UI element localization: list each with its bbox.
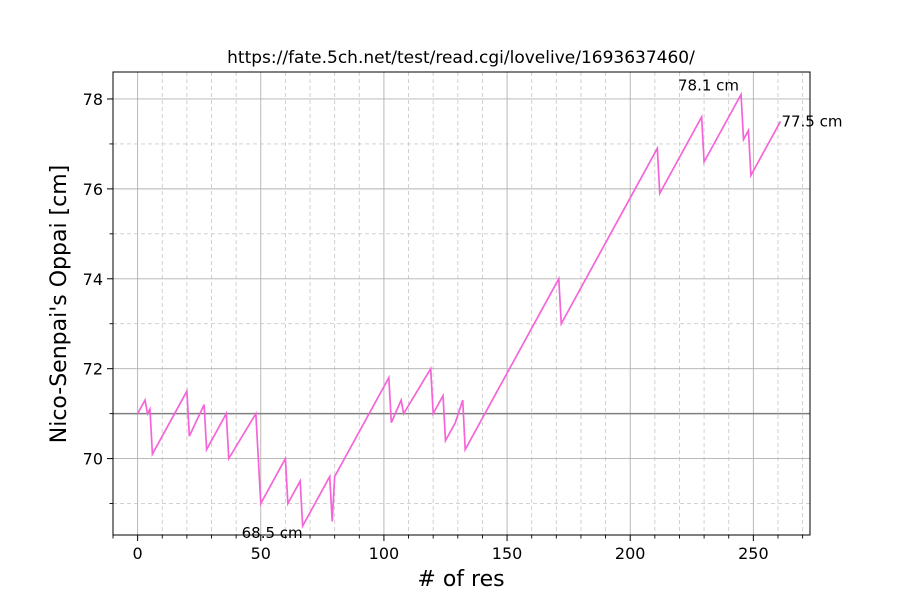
annotation-label: 68.5 cm [242, 524, 303, 542]
y-tick-label: 74 [83, 270, 103, 289]
minor-grid [112, 72, 810, 535]
x-tick-label: 250 [738, 544, 769, 563]
plot-frame [112, 71, 811, 536]
major-grid [113, 72, 810, 535]
series-layer [136, 91, 782, 530]
y-tick-label: 78 [83, 90, 103, 109]
chart-title: https://fate.5ch.net/test/read.cgi/lovel… [227, 48, 695, 68]
y-tick-label: 76 [83, 180, 103, 199]
y-tick-label: 72 [83, 360, 103, 379]
plot-border [112, 71, 811, 536]
x-tick-label: 100 [369, 544, 400, 563]
annotations: 78.1 cm 77.5 cm 68.5 cm [242, 76, 843, 542]
y-axis-title: Nico-Senpai's Oppai [cm] [47, 165, 72, 444]
x-tick-label: 50 [251, 544, 271, 563]
annotation-label: 77.5 cm [781, 112, 842, 130]
x-axis-title: # of res [417, 567, 504, 592]
x-tick-label: 0 [133, 544, 143, 563]
x-tick-label: 200 [615, 544, 646, 563]
annotation-label: 78.1 cm [678, 76, 739, 94]
y-tick-label: 70 [83, 450, 103, 469]
ticks: 0 50 100 150 200 250 70 72 74 76 78 [83, 90, 804, 563]
series-line-oppai [136, 91, 782, 530]
x-tick-label: 150 [492, 544, 523, 563]
